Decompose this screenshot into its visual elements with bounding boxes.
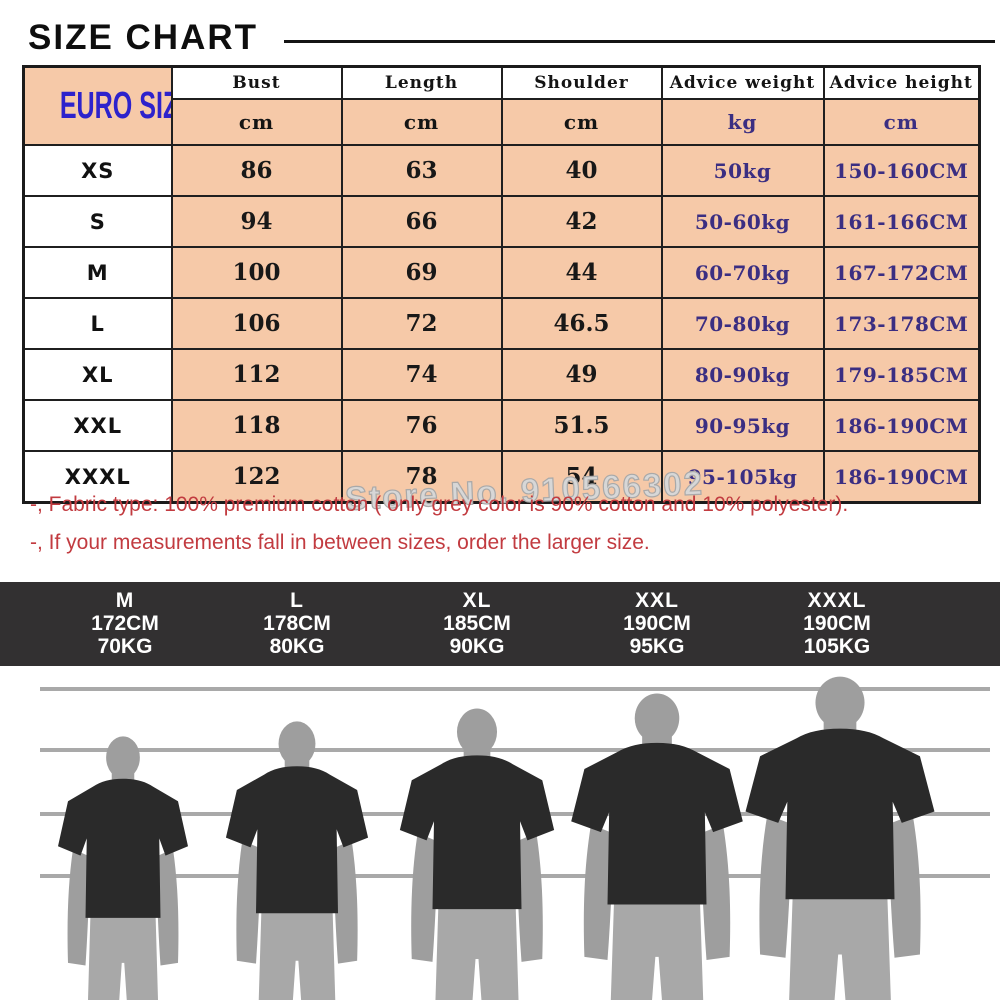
euro-size-header: EURO SIZE [22,65,173,146]
size-label: XXL [22,399,173,452]
shoulder-value: 44 [500,246,663,299]
advice-weight-value: 50kg [660,144,825,197]
sizing-note: -, If your measurements fall in between … [30,531,650,554]
advice-weight-value: 80-90kg [660,348,825,401]
silhouette-lineup [0,666,1000,1000]
size-label: S [22,195,173,248]
strip-label-xl: XL 185CM 90KG [443,589,511,658]
bust-value: 100 [170,246,343,299]
length-value: 72 [340,297,503,350]
unit-advice-height: cm [822,98,981,146]
bust-value: 106 [170,297,343,350]
strip-label-xxl: XXL 190CM 95KG [623,589,691,658]
bust-value: 94 [170,195,343,248]
advice-height-value: 173-178CM [822,297,981,350]
strip-label-l: L 178CM 80KG [263,589,331,658]
unit-bust: cm [170,98,343,146]
length-value: 74 [340,348,503,401]
fabric-note: -, Fabric type: 100% premium cotton ( on… [30,493,849,516]
strip-label-m: M 172CM 70KG [91,589,159,658]
length-value: 66 [340,195,503,248]
table-row-m: M 100 69 44 60-70kg 167-172CM [22,246,981,299]
silhouette-l [215,720,379,1000]
advice-height-value: 186-190CM [822,399,981,452]
advice-weight-value: 60-70kg [660,246,825,299]
height-line-1 [40,687,990,691]
title-rule [284,40,995,43]
unit-shoulder: cm [500,98,663,146]
col-head-advice-weight: Advice weight [660,65,825,100]
size-label: XL [22,348,173,401]
bust-value: 86 [170,144,343,197]
advice-height-value: 186-190CM [822,450,981,504]
size-label: M [22,246,173,299]
table-header-row: EURO SIZE Bust Length Shoulder Advice we… [22,65,981,146]
table-row-xxxl: XXXL 122 78 54 95-105kg 186-190CM [22,450,981,504]
advice-weight-value: 95-105kg [660,450,825,504]
unit-length: cm [340,98,503,146]
page-title: SIZE CHART [28,18,258,57]
table-row-l: L 106 72 46.5 70-80kg 173-178CM [22,297,981,350]
col-head-bust: Bust [170,65,343,100]
col-head-shoulder: Shoulder [500,65,663,100]
shoulder-value: 54 [500,450,663,504]
size-table: EURO SIZE Bust Length Shoulder Advice we… [22,65,981,504]
silhouette-m [48,735,198,1000]
height-line-2 [40,748,990,752]
bust-value: 122 [170,450,343,504]
col-head-length: Length [340,65,503,100]
advice-height-value: 150-160CM [822,144,981,197]
advice-weight-value: 70-80kg [660,297,825,350]
table-row-xs: XS 86 63 40 50kg 150-160CM [22,144,981,197]
col-head-advice-height: Advice height [822,65,981,100]
table-row-s: S 94 66 42 50-60kg 161-166CM [22,195,981,248]
length-value: 63 [340,144,503,197]
bust-value: 118 [170,399,343,452]
silhouette-xxxl [731,675,949,1000]
silhouette-xxl [558,692,756,1000]
size-summary-strip: M 172CM 70KG L 178CM 80KG XL 185CM 90KG … [0,582,1000,666]
advice-weight-value: 50-60kg [660,195,825,248]
advice-height-value: 167-172CM [822,246,981,299]
unit-advice-weight: kg [660,98,825,146]
shoulder-value: 40 [500,144,663,197]
bust-value: 112 [170,348,343,401]
advice-weight-value: 90-95kg [660,399,825,452]
length-value: 69 [340,246,503,299]
shoulder-value: 46.5 [500,297,663,350]
shoulder-value: 42 [500,195,663,248]
advice-height-value: 161-166CM [822,195,981,248]
silhouette-xl [388,707,566,1000]
shoulder-value: 51.5 [500,399,663,452]
strip-label-xxxl: XXXL 190CM 105KG [803,589,871,658]
advice-height-value: 179-185CM [822,348,981,401]
size-label: XXXL [22,450,173,504]
length-value: 78 [340,450,503,504]
size-label: L [22,297,173,350]
length-value: 76 [340,399,503,452]
shoulder-value: 49 [500,348,663,401]
table-row-xxl: XXL 118 76 51.5 90-95kg 186-190CM [22,399,981,452]
table-row-xl: XL 112 74 49 80-90kg 179-185CM [22,348,981,401]
size-label: XS [22,144,173,197]
table-unit-row: cm cm cm kg cm [24,98,981,146]
